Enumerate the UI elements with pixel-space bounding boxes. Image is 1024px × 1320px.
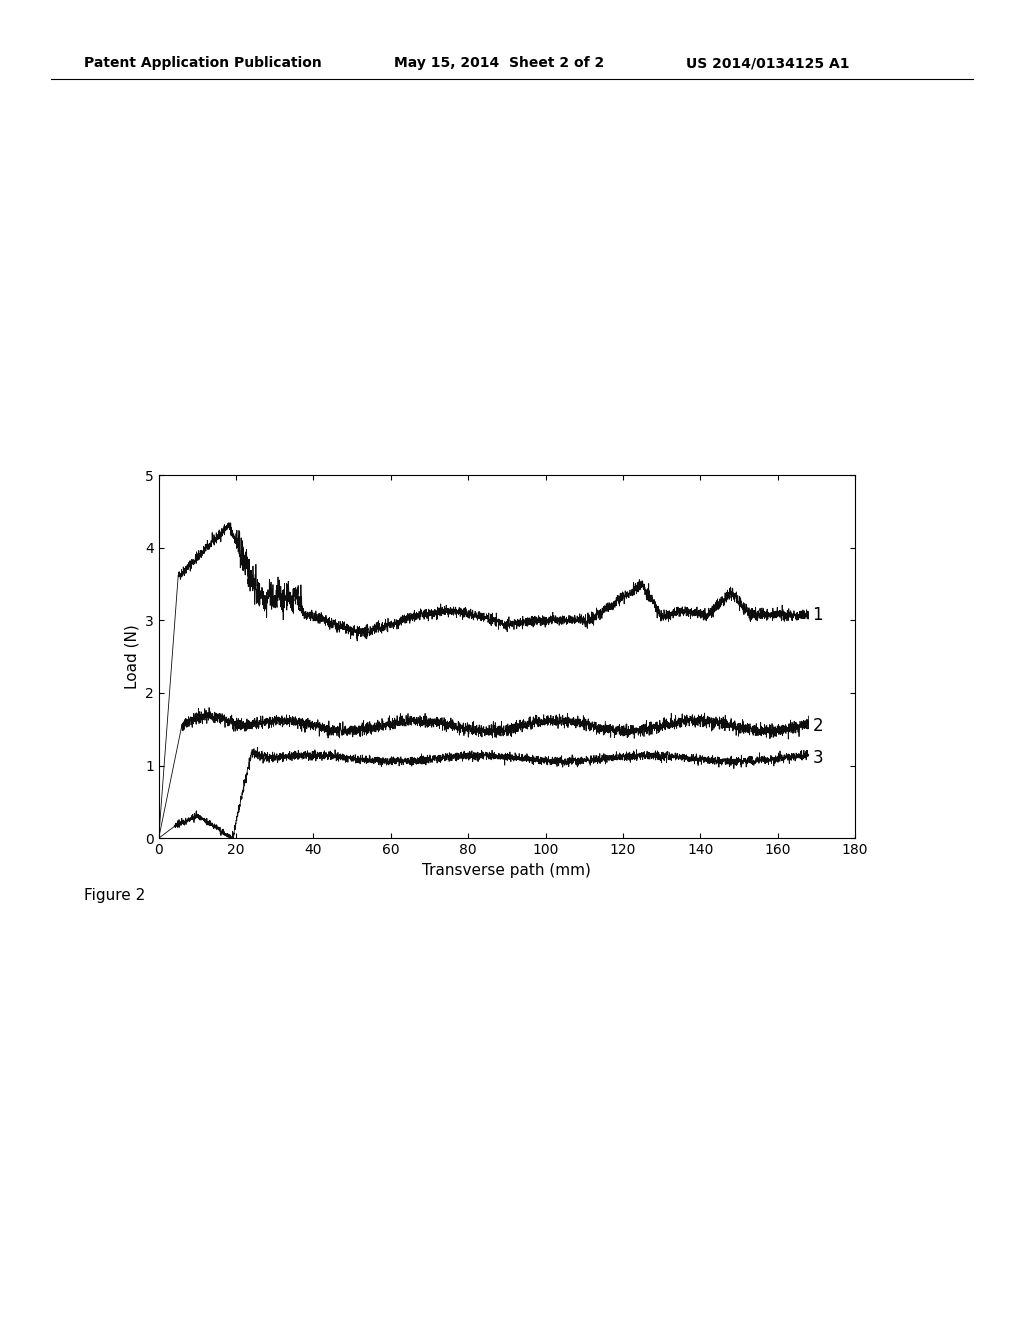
Y-axis label: Load (N): Load (N) xyxy=(125,624,139,689)
Text: 3: 3 xyxy=(812,750,823,767)
Text: 2: 2 xyxy=(812,717,823,735)
Text: May 15, 2014  Sheet 2 of 2: May 15, 2014 Sheet 2 of 2 xyxy=(394,57,604,70)
X-axis label: Transverse path (mm): Transverse path (mm) xyxy=(423,862,591,878)
Text: US 2014/0134125 A1: US 2014/0134125 A1 xyxy=(686,57,850,70)
Text: Figure 2: Figure 2 xyxy=(84,888,145,903)
Text: 1: 1 xyxy=(812,606,823,623)
Text: Patent Application Publication: Patent Application Publication xyxy=(84,57,322,70)
